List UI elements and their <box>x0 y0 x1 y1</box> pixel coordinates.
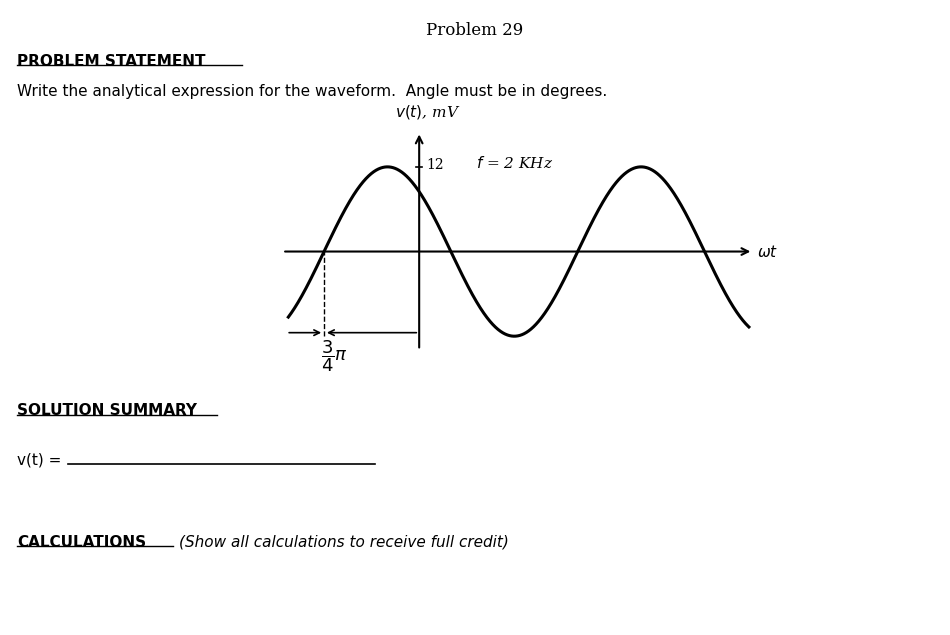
Text: Problem 29: Problem 29 <box>427 22 523 39</box>
Text: 12: 12 <box>427 159 444 173</box>
Text: SOLUTION SUMMARY: SOLUTION SUMMARY <box>17 403 197 418</box>
Text: $\dfrac{3}{4}\pi$: $\dfrac{3}{4}\pi$ <box>321 338 348 374</box>
Text: PROBLEM STATEMENT: PROBLEM STATEMENT <box>17 54 205 69</box>
Text: (Show all calculations to receive full credit): (Show all calculations to receive full c… <box>179 535 508 550</box>
Text: $f$ = 2 KHz: $f$ = 2 KHz <box>476 156 553 171</box>
Text: v(t) =: v(t) = <box>17 452 66 467</box>
Text: $v(t)$, mV: $v(t)$, mV <box>395 103 461 121</box>
Text: $\omega t$: $\omega t$ <box>757 244 778 260</box>
Text: Write the analytical expression for the waveform.  Angle must be in degrees.: Write the analytical expression for the … <box>17 84 607 99</box>
Text: CALCULATIONS: CALCULATIONS <box>17 535 146 550</box>
